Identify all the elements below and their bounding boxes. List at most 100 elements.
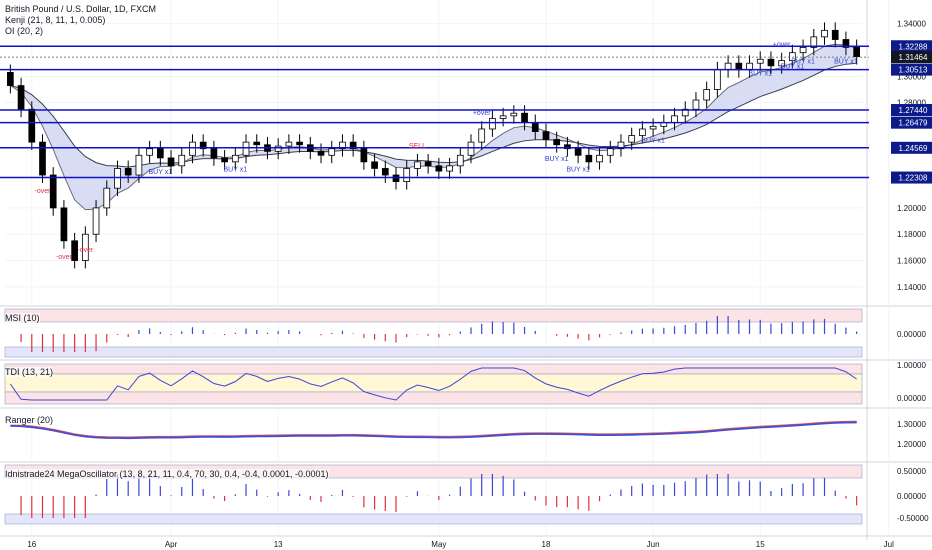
candle-body	[596, 154, 603, 163]
megaoscillator-panel-label[interactable]: Idnistrade24 MegaOscillator (13, 8, 21, …	[5, 469, 329, 479]
indicator-kenji-label[interactable]: Kenji (21, 8, 11, 1, 0.005)	[5, 15, 106, 25]
candle-body	[210, 148, 218, 159]
x-tick-label: 18	[542, 540, 551, 549]
signal-annotation: BUY x1	[566, 166, 590, 173]
signal-annotation: +over	[473, 110, 491, 117]
candle-body	[671, 115, 678, 123]
candle-body	[296, 141, 303, 146]
candle-body	[789, 52, 796, 61]
candle-body	[703, 89, 711, 101]
candle-body	[178, 154, 186, 167]
candle-body	[489, 118, 496, 130]
candle-body	[735, 62, 743, 71]
level-price-tag	[891, 116, 932, 129]
current-price-label: 1.31464	[899, 53, 928, 62]
candle-body	[639, 128, 646, 136]
candle-body	[317, 150, 325, 156]
candle-body	[746, 62, 753, 71]
candle-body	[381, 168, 389, 176]
candle-body	[521, 112, 528, 123]
candle-body	[189, 141, 196, 156]
current-price-tag	[891, 51, 932, 64]
candle-body	[17, 85, 25, 110]
signal-annotation: BUY x1	[224, 166, 248, 173]
level-price-tag	[891, 40, 932, 53]
tdi-upper-band	[4, 363, 863, 375]
candle-body	[478, 128, 486, 143]
candle-body	[424, 161, 432, 167]
mega-tick-label: 0.00000	[897, 492, 926, 501]
candle-body	[467, 141, 475, 156]
msi-lower-band	[4, 346, 863, 358]
candle-body	[60, 207, 68, 242]
candle-body	[81, 233, 89, 261]
ranger-panel-label[interactable]: Ranger (20)	[5, 415, 54, 425]
candle-body	[606, 148, 614, 156]
signal-annotation: -over	[56, 254, 73, 261]
candle-body	[542, 131, 550, 140]
level-price-label: 1.27440	[899, 106, 928, 115]
candle-body	[371, 161, 378, 169]
msi-upper-band	[4, 308, 863, 323]
candle-body	[146, 148, 153, 156]
signal-annotation: -over	[77, 247, 94, 254]
candle-body	[360, 148, 368, 163]
candle-body	[414, 161, 421, 169]
level-price-tag	[891, 171, 932, 184]
tdi-panel-label[interactable]: TDI (13, 21)	[5, 367, 54, 377]
signal-annotation: SELL	[409, 143, 426, 150]
candle-body	[114, 168, 121, 189]
x-tick-label: Jun	[647, 540, 660, 549]
msi-panel-label[interactable]: MSI (10)	[5, 313, 40, 323]
candle-body	[28, 108, 36, 143]
signal-annotation: +over	[773, 42, 791, 49]
y-tick-label: 1.18000	[897, 230, 926, 239]
candle-body	[831, 29, 839, 40]
signal-annotation: BUY x1	[748, 70, 772, 77]
x-tick-label: 15	[756, 540, 765, 549]
candle-body	[156, 148, 164, 159]
candle-body	[778, 60, 786, 67]
level-price-label: 1.24569	[899, 144, 928, 153]
candle-body	[328, 148, 336, 156]
candle-body	[810, 36, 818, 48]
candle-body	[553, 139, 561, 146]
candle-body	[617, 141, 625, 150]
signal-annotation: BUY x1	[781, 64, 805, 71]
candle-body	[456, 154, 464, 167]
candle-body	[821, 29, 828, 38]
candle-body	[724, 62, 732, 71]
candle-body	[692, 99, 700, 110]
candle-body	[39, 141, 46, 176]
indicator-oi-label[interactable]: OI (20, 2)	[5, 26, 44, 36]
signal-annotation: BUY x1	[641, 137, 665, 144]
candle-body	[767, 58, 775, 67]
candle-body	[681, 108, 689, 117]
candle-body	[585, 154, 593, 163]
level-price-tag	[891, 104, 932, 117]
y-tick-label: 1.20000	[897, 204, 926, 213]
candle-body	[135, 154, 143, 176]
candle-body	[842, 39, 850, 48]
signal-annotation: BUY x1	[791, 58, 815, 65]
candle-body	[853, 47, 860, 58]
signal-annotation: BUY x1	[149, 169, 173, 176]
candle-body	[349, 141, 357, 150]
mega-tick-label: -0.50000	[897, 514, 929, 523]
candle-body	[49, 174, 57, 209]
mega-lower-band	[4, 513, 863, 525]
symbol-title[interactable]: British Pound / U.S. Dollar, 1D, FXCM	[5, 4, 157, 14]
signal-annotation: -over	[35, 188, 52, 195]
candle-body	[799, 47, 807, 54]
candle-body	[499, 115, 507, 119]
y-tick-label: 1.16000	[897, 257, 926, 266]
level-price-label: 1.22308	[899, 174, 928, 183]
candle-body	[221, 157, 228, 163]
tdi-tick-label: 0.00000	[897, 394, 926, 403]
y-tick-label: 1.34000	[897, 20, 926, 29]
tdi-tick-label: 1.00000	[897, 361, 926, 370]
candle-body	[253, 141, 261, 146]
ranger-line	[10, 422, 857, 440]
chart-legend: British Pound / U.S. Dollar, 1D, FXCM Ke…	[5, 4, 156, 37]
level-price-label: 1.32288	[899, 42, 928, 51]
